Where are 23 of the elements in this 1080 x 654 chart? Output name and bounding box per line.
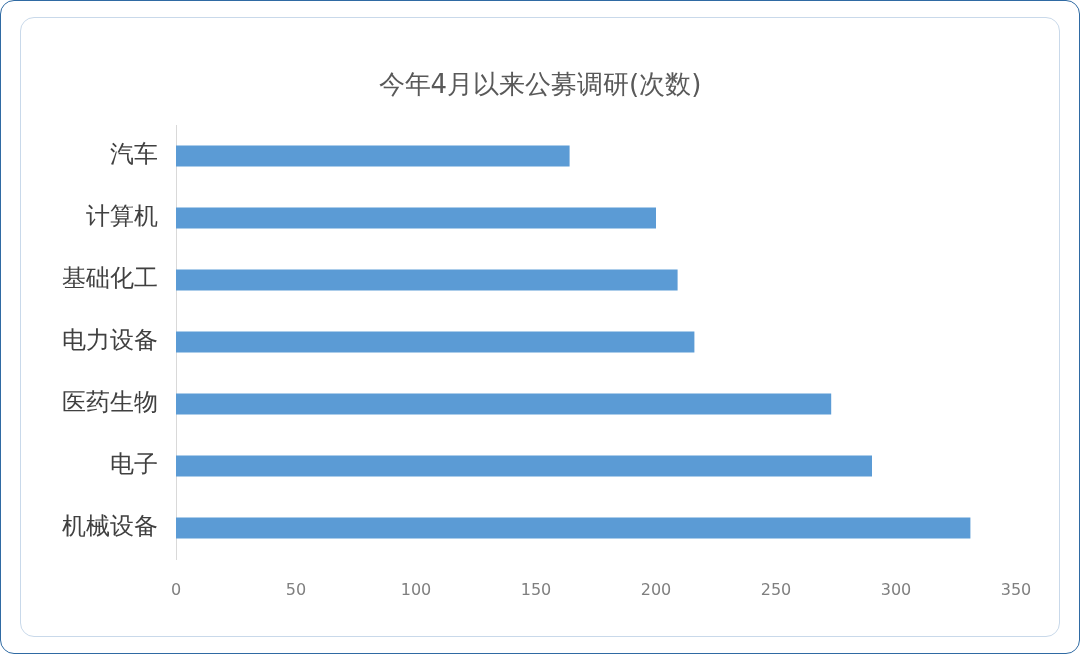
x-tick-label: 250 (760, 579, 792, 599)
y-tick-label: 电力设备 (62, 326, 158, 355)
bar (176, 331, 695, 353)
y-tick-label: 机械设备 (62, 512, 158, 541)
y-tick-label: 电子 (110, 450, 158, 479)
x-tick-label: 150 (520, 579, 552, 599)
bar (176, 455, 872, 477)
x-tick-label: 200 (640, 579, 672, 599)
chart-title: 今年4月以来公募调研(次数) (377, 68, 703, 101)
bar (176, 269, 678, 291)
bar (176, 393, 832, 415)
bar (176, 517, 971, 539)
bar (176, 207, 656, 229)
bar (176, 145, 570, 167)
x-tick-label: 300 (880, 579, 912, 599)
x-tick-label: 350 (1000, 579, 1032, 599)
y-tick-label: 计算机 (86, 202, 158, 231)
x-tick-label: 100 (400, 579, 432, 599)
y-tick-label: 基础化工 (62, 264, 158, 293)
x-tick-label: 0 (170, 579, 182, 599)
y-tick-label: 汽车 (110, 140, 158, 169)
y-tick-label: 医药生物 (62, 388, 158, 417)
x-tick-label: 50 (285, 579, 307, 599)
